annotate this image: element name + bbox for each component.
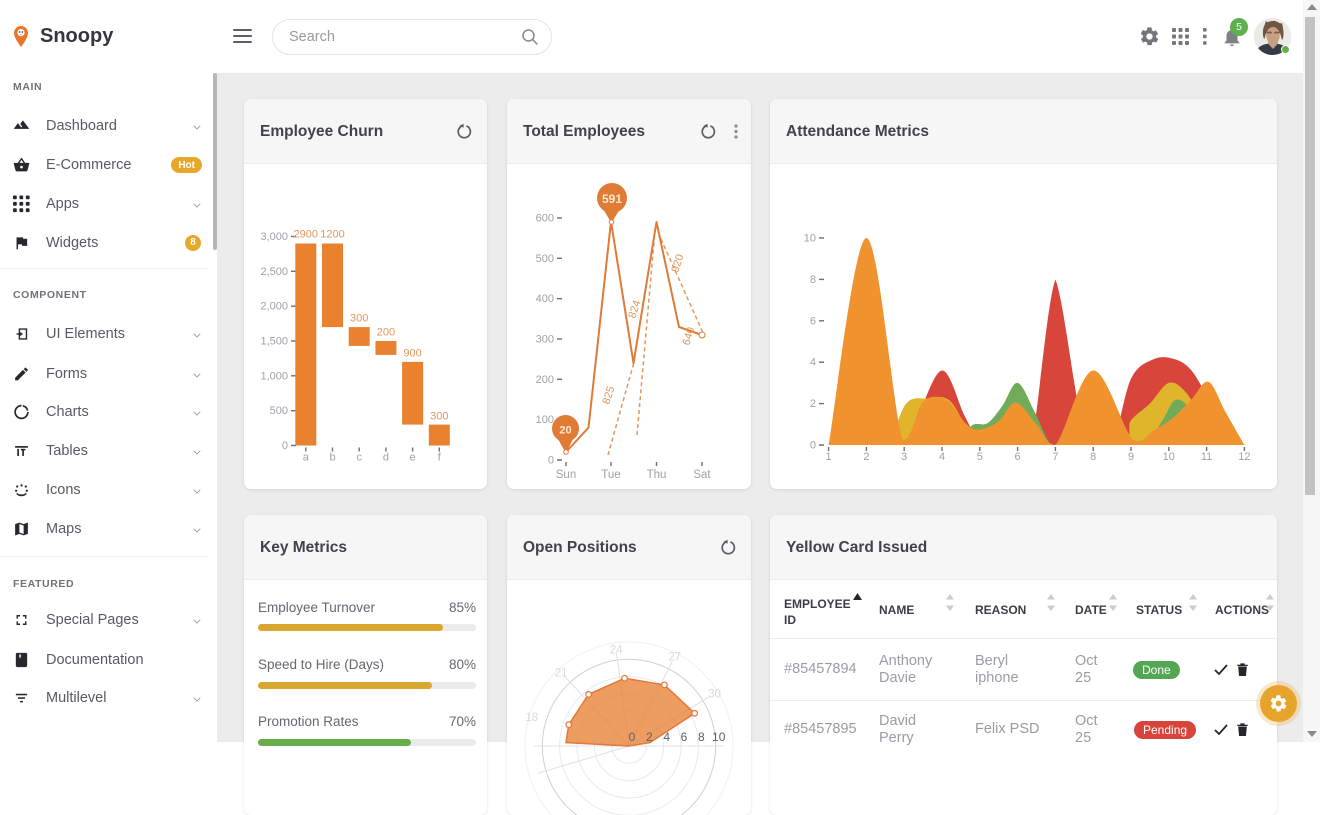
svg-text:2,500: 2,500 (260, 266, 288, 278)
svg-text:Sat: Sat (693, 469, 711, 481)
svg-text:f: f (438, 452, 442, 464)
svg-text:1,500: 1,500 (260, 336, 288, 348)
svg-text:200: 200 (377, 327, 395, 339)
svg-text:6: 6 (1015, 451, 1021, 463)
svg-text:4: 4 (810, 357, 816, 369)
svg-text:591: 591 (602, 192, 622, 206)
svg-text:8: 8 (1090, 451, 1096, 463)
svg-text:2: 2 (810, 398, 816, 410)
svg-text:3: 3 (901, 451, 907, 463)
svg-text:2: 2 (863, 451, 869, 463)
svg-text:11: 11 (1201, 451, 1212, 463)
svg-text:6: 6 (681, 730, 688, 744)
svg-text:5: 5 (977, 451, 983, 463)
svg-text:4: 4 (663, 730, 670, 744)
svg-text:824: 824 (626, 299, 643, 320)
svg-text:b: b (329, 452, 335, 464)
svg-text:2: 2 (646, 730, 653, 744)
svg-text:8: 8 (810, 274, 816, 286)
svg-text:920: 920 (669, 253, 686, 274)
svg-text:1: 1 (826, 451, 832, 463)
svg-text:Thu: Thu (647, 469, 667, 481)
svg-text:0: 0 (282, 440, 288, 452)
svg-text:300: 300 (536, 334, 554, 346)
svg-text:e: e (410, 452, 416, 464)
svg-text:Sun: Sun (556, 469, 576, 481)
svg-text:7: 7 (1052, 451, 1058, 463)
svg-text:900: 900 (403, 348, 421, 360)
svg-text:200: 200 (536, 374, 554, 386)
svg-text:1200: 1200 (320, 229, 344, 241)
svg-text:0: 0 (548, 455, 554, 467)
svg-text:600: 600 (536, 213, 554, 225)
svg-text:300: 300 (430, 411, 448, 423)
svg-text:27: 27 (668, 652, 681, 664)
svg-text:1,000: 1,000 (260, 370, 288, 382)
svg-text:300: 300 (350, 313, 368, 325)
svg-text:Tue: Tue (601, 469, 620, 481)
svg-text:20: 20 (559, 425, 571, 437)
svg-text:0: 0 (810, 440, 816, 452)
svg-text:10: 10 (1163, 451, 1175, 463)
svg-text:24: 24 (610, 644, 623, 656)
svg-text:400: 400 (536, 293, 554, 305)
svg-text:2,000: 2,000 (260, 301, 288, 313)
svg-text:d: d (383, 452, 389, 464)
svg-text:500: 500 (270, 405, 288, 417)
svg-text:640: 640 (680, 326, 697, 347)
svg-text:0: 0 (629, 730, 636, 744)
svg-text:a: a (303, 452, 310, 464)
svg-text:3,000: 3,000 (260, 231, 288, 243)
svg-text:21: 21 (555, 668, 568, 680)
svg-text:c: c (356, 452, 362, 464)
svg-text:30: 30 (708, 688, 721, 700)
svg-text:8: 8 (698, 730, 705, 744)
svg-text:825: 825 (600, 385, 617, 406)
svg-text:10: 10 (804, 233, 816, 245)
svg-text:4: 4 (939, 451, 945, 463)
svg-text:18: 18 (525, 712, 538, 724)
svg-text:9: 9 (1128, 451, 1134, 463)
svg-text:10: 10 (712, 730, 726, 744)
svg-text:500: 500 (536, 253, 554, 265)
svg-text:6: 6 (810, 315, 816, 327)
svg-text:2900: 2900 (294, 229, 318, 241)
svg-text:12: 12 (1238, 451, 1250, 463)
svg-text:100: 100 (536, 414, 554, 426)
